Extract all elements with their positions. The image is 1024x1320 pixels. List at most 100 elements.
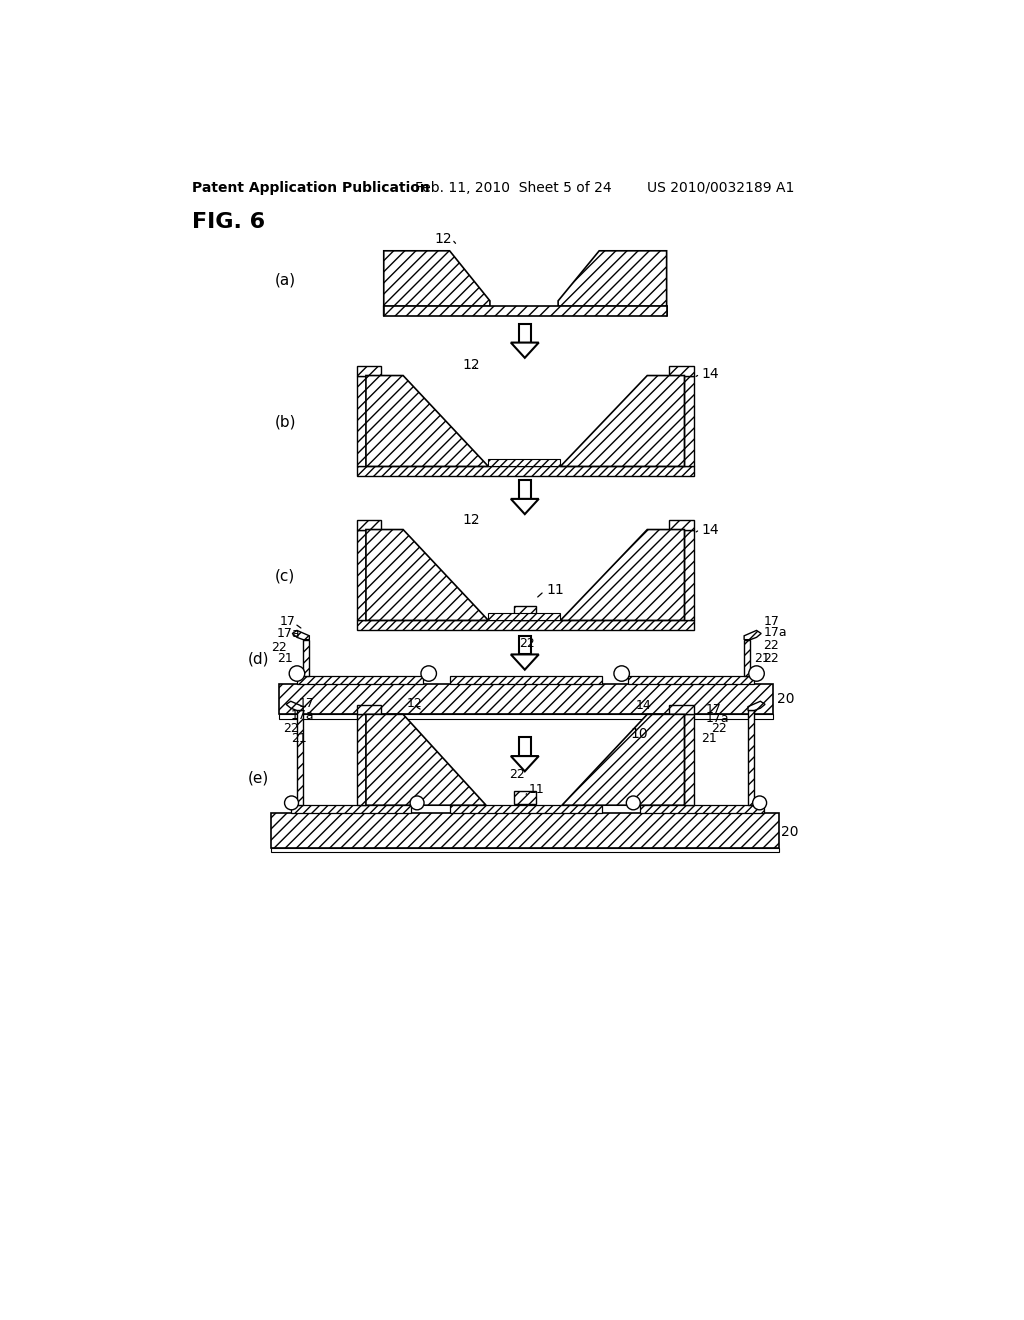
Text: 22: 22: [711, 722, 727, 735]
Circle shape: [749, 665, 764, 681]
Text: 17: 17: [764, 615, 779, 628]
Text: Patent Application Publication: Patent Application Publication: [191, 181, 429, 194]
Text: 14: 14: [701, 523, 719, 536]
Polygon shape: [356, 367, 381, 376]
Polygon shape: [450, 805, 602, 813]
Text: 12: 12: [463, 358, 480, 372]
Text: 11: 11: [547, 582, 564, 597]
Text: Feb. 11, 2010  Sheet 5 of 24: Feb. 11, 2010 Sheet 5 of 24: [415, 181, 611, 194]
Polygon shape: [356, 520, 381, 529]
Polygon shape: [356, 714, 366, 805]
Text: (e): (e): [248, 771, 269, 785]
Polygon shape: [450, 676, 602, 684]
Polygon shape: [518, 480, 531, 499]
Text: 22: 22: [519, 638, 536, 649]
Polygon shape: [560, 376, 684, 466]
Text: 22: 22: [283, 722, 299, 735]
Polygon shape: [366, 529, 488, 620]
Polygon shape: [684, 376, 693, 466]
Text: 17a: 17a: [276, 627, 300, 640]
Polygon shape: [640, 805, 764, 813]
Circle shape: [289, 665, 305, 681]
Polygon shape: [366, 376, 488, 466]
Polygon shape: [514, 791, 536, 804]
Polygon shape: [271, 813, 779, 847]
Polygon shape: [356, 705, 381, 714]
Polygon shape: [558, 251, 667, 317]
Circle shape: [285, 796, 299, 810]
Polygon shape: [384, 306, 667, 317]
Polygon shape: [511, 756, 539, 771]
Text: 11: 11: [528, 783, 545, 796]
Polygon shape: [744, 640, 751, 676]
Polygon shape: [280, 684, 773, 714]
Polygon shape: [748, 701, 765, 710]
Polygon shape: [518, 636, 531, 655]
Text: 12: 12: [463, 513, 480, 527]
Circle shape: [614, 665, 630, 681]
Text: 17a: 17a: [764, 626, 787, 639]
Polygon shape: [684, 529, 693, 620]
Polygon shape: [511, 343, 539, 358]
Polygon shape: [303, 640, 309, 676]
Circle shape: [627, 796, 640, 810]
Circle shape: [421, 665, 436, 681]
Polygon shape: [292, 631, 309, 640]
Circle shape: [410, 796, 424, 810]
Polygon shape: [356, 529, 366, 620]
Text: 21: 21: [291, 733, 306, 746]
Text: 21: 21: [755, 652, 770, 665]
Polygon shape: [518, 323, 531, 343]
Polygon shape: [488, 612, 560, 620]
Polygon shape: [744, 631, 761, 640]
Text: 10: 10: [630, 727, 648, 742]
Polygon shape: [514, 606, 536, 619]
Text: (b): (b): [275, 414, 297, 429]
Text: 22: 22: [764, 652, 779, 665]
Text: 21: 21: [276, 652, 293, 665]
Polygon shape: [669, 520, 693, 529]
Text: 20: 20: [781, 825, 799, 840]
Text: 22: 22: [509, 768, 525, 781]
Polygon shape: [366, 714, 486, 805]
Polygon shape: [286, 701, 303, 710]
Polygon shape: [291, 805, 411, 813]
Text: 17: 17: [280, 615, 296, 628]
Text: 17a: 17a: [291, 709, 314, 722]
Polygon shape: [356, 466, 693, 475]
Text: 20: 20: [777, 692, 795, 706]
Text: 17a: 17a: [706, 713, 729, 726]
Polygon shape: [297, 710, 303, 805]
Polygon shape: [560, 529, 684, 620]
Polygon shape: [684, 714, 693, 805]
Polygon shape: [511, 499, 539, 515]
Polygon shape: [356, 620, 693, 630]
Text: FIG. 6: FIG. 6: [191, 213, 264, 232]
Text: 17: 17: [299, 697, 314, 710]
Polygon shape: [748, 710, 755, 805]
Text: 12: 12: [434, 232, 452, 247]
Polygon shape: [562, 714, 684, 805]
Text: 17: 17: [706, 704, 721, 717]
Polygon shape: [518, 738, 531, 756]
Polygon shape: [628, 676, 755, 684]
Polygon shape: [280, 714, 773, 719]
Text: (c): (c): [275, 568, 296, 583]
Polygon shape: [511, 655, 539, 669]
Text: 22: 22: [271, 640, 287, 653]
Text: (a): (a): [275, 272, 296, 288]
Polygon shape: [384, 251, 489, 317]
Polygon shape: [669, 367, 693, 376]
Text: (d): (d): [248, 651, 269, 667]
Text: US 2010/0032189 A1: US 2010/0032189 A1: [647, 181, 795, 194]
Polygon shape: [356, 376, 366, 466]
Polygon shape: [297, 676, 423, 684]
Text: 14: 14: [636, 698, 651, 711]
Polygon shape: [488, 459, 560, 466]
Text: 14: 14: [701, 367, 719, 381]
Polygon shape: [669, 705, 693, 714]
Text: 22: 22: [764, 639, 779, 652]
Polygon shape: [271, 847, 779, 853]
Circle shape: [753, 796, 767, 810]
Text: 12: 12: [407, 697, 423, 710]
